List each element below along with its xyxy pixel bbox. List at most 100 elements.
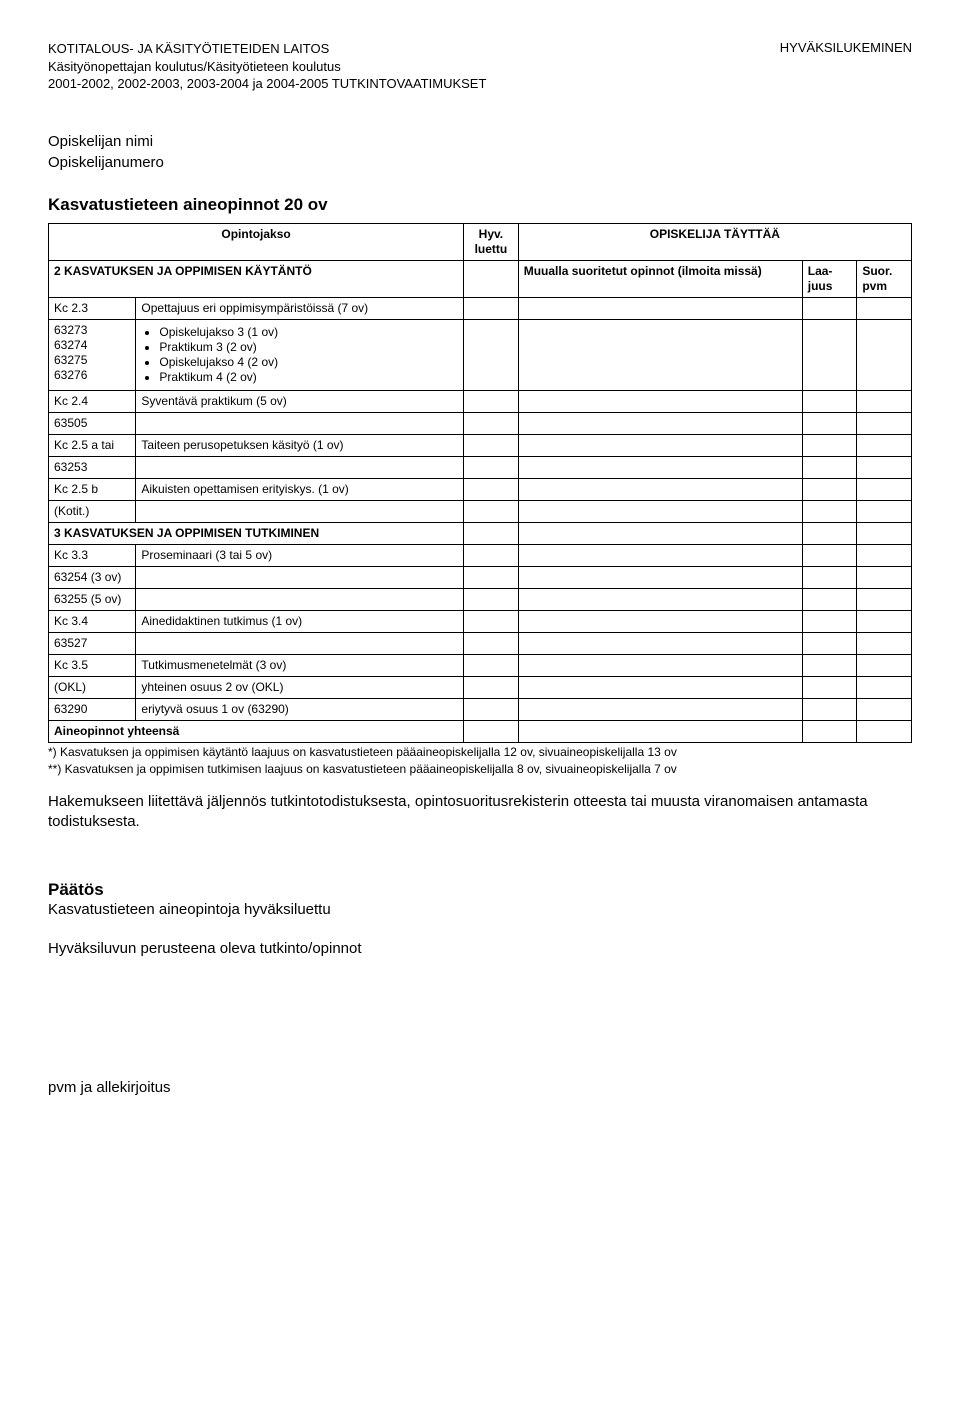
empty <box>464 654 519 676</box>
bullet-codes: 63273 63274 63275 63276 <box>49 319 136 390</box>
c63290-desc: eriytyvä osuus 1 ov (63290) <box>136 698 464 720</box>
empty <box>857 544 912 566</box>
empty <box>136 632 464 654</box>
col-opintojakso: Opintojakso <box>49 223 464 260</box>
credit-table: Opintojakso Hyv. luettu OPISKELIJA TÄYTT… <box>48 223 912 743</box>
empty <box>518 588 802 610</box>
code-63254: 63254 (3 ov) <box>49 566 136 588</box>
empty <box>802 544 857 566</box>
kc24-row: Kc 2.4 Syventävä praktikum (5 ov) <box>49 390 912 412</box>
bullet-3: Opiskelujakso 4 (2 ov) <box>159 355 458 370</box>
bullets-row: 63273 63274 63275 63276 Opiskelujakso 3 … <box>49 319 912 390</box>
student-name-label: Opiskelijan nimi <box>48 131 912 152</box>
header-right: HYVÄKSILUKEMINEN <box>780 40 912 93</box>
empty <box>857 456 912 478</box>
bullet-list: Opiskelujakso 3 (1 ov) Praktikum 3 (2 ov… <box>136 319 464 390</box>
empty <box>802 588 857 610</box>
empty <box>518 632 802 654</box>
empty <box>857 297 912 319</box>
empty <box>518 544 802 566</box>
empty <box>857 720 912 742</box>
kc34-row: Kc 3.4 Ainedidaktinen tutkimus (1 ov) <box>49 610 912 632</box>
okl-desc: yhteinen osuus 2 ov (OKL) <box>136 676 464 698</box>
code-63253: 63253 <box>49 456 136 478</box>
kc24-desc: Syventävä praktikum (5 ov) <box>136 390 464 412</box>
empty <box>857 500 912 522</box>
section2-header: 2 KASVATUKSEN JA OPPIMISEN KÄYTÄNTÖ Muua… <box>49 260 912 297</box>
code-63275: 63275 <box>54 353 130 368</box>
kc35-code: Kc 3.5 <box>49 654 136 676</box>
empty <box>464 720 519 742</box>
empty <box>464 319 519 390</box>
empty <box>802 297 857 319</box>
empty <box>518 297 802 319</box>
empty <box>464 434 519 456</box>
signature-line: pvm ja allekirjoitus <box>48 1079 912 1096</box>
empty <box>518 390 802 412</box>
sec3-title: 3 KASVATUKSEN JA OPPIMISEN TUTKIMINEN <box>49 522 464 544</box>
sec3-header: 3 KASVATUKSEN JA OPPIMISEN TUTKIMINEN <box>49 522 912 544</box>
kc23-code: Kc 2.3 <box>49 297 136 319</box>
student-number-label: Opiskelijanumero <box>48 152 912 173</box>
empty <box>802 412 857 434</box>
empty <box>518 566 802 588</box>
student-block: Opiskelijan nimi Opiskelijanumero <box>48 131 912 173</box>
empty <box>136 500 464 522</box>
empty <box>518 412 802 434</box>
footnote-1: *) Kasvatuksen ja oppimisen käytäntö laa… <box>48 745 912 761</box>
kc35-desc: Tutkimusmenetelmät (3 ov) <box>136 654 464 676</box>
kc34-code: Kc 3.4 <box>49 610 136 632</box>
empty <box>518 720 802 742</box>
kc23-row: Kc 2.3 Opettajuus eri oppimisympäristöis… <box>49 297 912 319</box>
years-line: 2001-2002, 2002-2003, 2003-2004 ja 2004-… <box>48 75 486 93</box>
empty <box>857 676 912 698</box>
empty <box>857 698 912 720</box>
empty <box>802 500 857 522</box>
code-63273: 63273 <box>54 323 130 338</box>
empty <box>857 610 912 632</box>
total-label: Aineopinnot yhteensä <box>49 720 464 742</box>
empty <box>464 500 519 522</box>
empty <box>802 319 857 390</box>
okl-code: (OKL) <box>49 676 136 698</box>
empty <box>518 434 802 456</box>
empty <box>802 522 857 544</box>
total-row: Aineopinnot yhteensä <box>49 720 912 742</box>
kc33-row: Kc 3.3 Proseminaari (3 tai 5 ov) <box>49 544 912 566</box>
decision-line-1: Kasvatustieteen aineopintoja hyväksiluet… <box>48 900 912 920</box>
empty <box>802 676 857 698</box>
empty <box>136 566 464 588</box>
code-63527: 63527 <box>49 632 136 654</box>
empty <box>802 632 857 654</box>
empty <box>857 412 912 434</box>
empty <box>857 566 912 588</box>
empty <box>802 456 857 478</box>
empty <box>857 390 912 412</box>
empty <box>518 478 802 500</box>
kc25a-code: Kc 2.5 a tai <box>49 434 136 456</box>
kc25b-desc: Aikuisten opettamisen erityiskys. (1 ov) <box>136 478 464 500</box>
col-muualla: Muualla suoritetut opinnot (ilmoita miss… <box>518 260 802 297</box>
empty <box>518 676 802 698</box>
empty <box>518 319 802 390</box>
sec2-title: 2 KASVATUKSEN JA OPPIMISEN KÄYTÄNTÖ <box>49 260 464 297</box>
col-suor: Suor. pvm <box>857 260 912 297</box>
kc25b-code: Kc 2.5 b <box>49 478 136 500</box>
kc24-code: Kc 2.4 <box>49 390 136 412</box>
empty <box>518 698 802 720</box>
decision-line-2: Hyväksiluvun perusteena oleva tutkinto/o… <box>48 939 912 959</box>
empty <box>802 698 857 720</box>
empty <box>802 566 857 588</box>
c63505-row: 63505 <box>49 412 912 434</box>
empty <box>464 478 519 500</box>
empty <box>857 478 912 500</box>
empty <box>518 610 802 632</box>
code-63276: 63276 <box>54 368 130 383</box>
header-row-1: Opintojakso Hyv. luettu OPISKELIJA TÄYTT… <box>49 223 912 260</box>
kc25a-desc: Taiteen perusopetuksen käsityö (1 ov) <box>136 434 464 456</box>
empty <box>464 632 519 654</box>
decision-heading: Päätös <box>48 880 912 900</box>
empty <box>464 522 519 544</box>
empty <box>802 478 857 500</box>
empty <box>518 500 802 522</box>
